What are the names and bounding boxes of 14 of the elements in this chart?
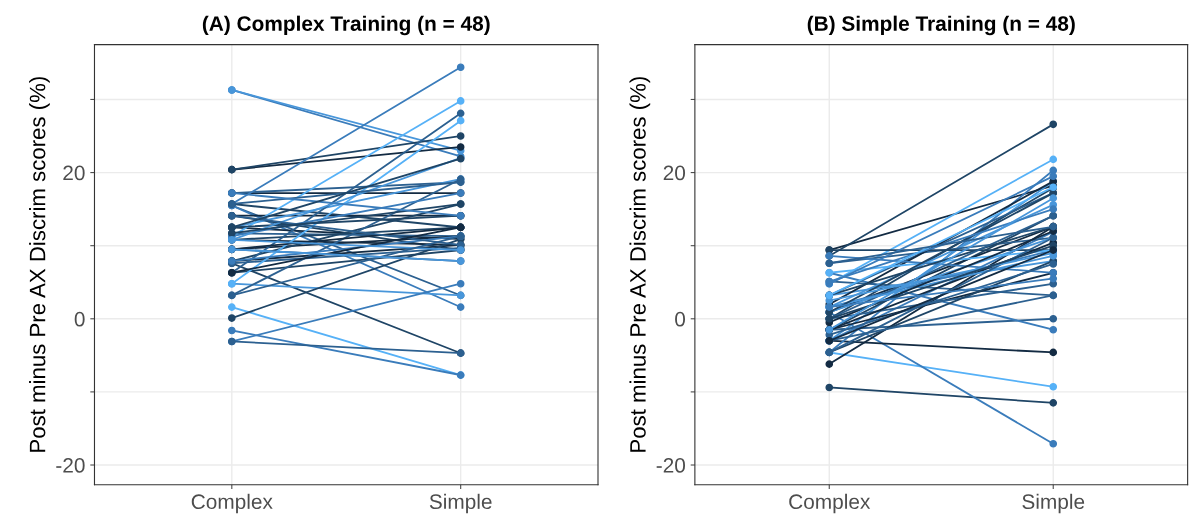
y-tick-label: -20 (656, 458, 686, 473)
chart-title: (A) Complex Training (n = 48) (202, 15, 490, 36)
y-tick-label: 20 (63, 165, 85, 181)
y-tick-label: 20 (663, 165, 686, 181)
y-axis-title: Post minus Pre AX Discrim scores (%) (629, 77, 651, 452)
x-tick-label: Simple (1022, 493, 1085, 514)
chart-title: (B) Simple Training (n = 48) (807, 15, 1075, 36)
y-tick-label: 0 (74, 311, 85, 327)
x-tick-label: Simple (429, 493, 492, 514)
y-axis-title: Post minus Pre AX Discrim scores (%) (29, 77, 50, 452)
x-tick-label: Complex (191, 493, 273, 514)
y-tick-label: -20 (56, 458, 85, 473)
x-tick-label: Complex (789, 493, 871, 514)
y-tick-label: 0 (675, 311, 686, 327)
